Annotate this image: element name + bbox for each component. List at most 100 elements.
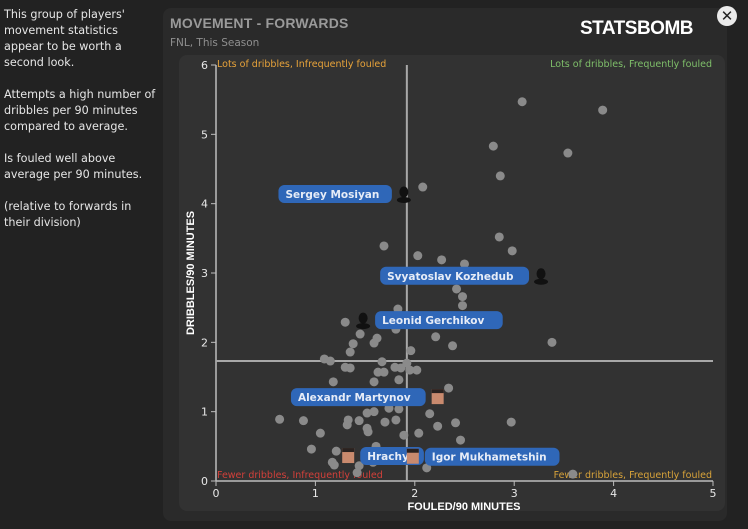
- player-name-label: Alexandr Martynov: [298, 392, 411, 404]
- chart-title: MOVEMENT - FORWARDS: [170, 15, 349, 31]
- data-point: [458, 301, 468, 311]
- player-silhouette-shoulders: [396, 196, 411, 203]
- player-photo-hair: [342, 448, 355, 453]
- player-marker: Alexandr Martynov: [290, 388, 444, 407]
- data-point: [315, 428, 325, 438]
- player-name-label: Svyatoslav Kozhedub: [387, 271, 514, 283]
- data-point: [369, 407, 379, 417]
- data-point: [451, 418, 461, 428]
- data-point: [444, 383, 454, 393]
- y-tick-label: 3: [201, 267, 208, 280]
- data-point: [328, 377, 338, 387]
- data-point: [456, 435, 466, 445]
- data-point: [458, 292, 468, 302]
- data-point: [394, 375, 404, 385]
- x-tick-label: 3: [511, 487, 518, 500]
- player-marker: Sergey Mosiyan: [278, 184, 411, 203]
- data-point: [448, 341, 458, 351]
- player-silhouette-icon: [358, 312, 368, 324]
- player-photo-hair: [406, 448, 419, 453]
- data-point: [422, 463, 432, 473]
- data-point: [363, 427, 373, 437]
- data-point: [418, 182, 428, 192]
- data-point: [437, 255, 447, 265]
- data-point: [399, 430, 409, 440]
- data-point: [390, 362, 400, 372]
- data-point: [413, 251, 423, 261]
- y-tick-label: 1: [201, 406, 208, 419]
- data-point: [598, 105, 608, 115]
- x-axis-label: FOULED/90 MINUTES: [407, 501, 520, 513]
- player-name-label: Sergey Mosiyan: [285, 189, 379, 201]
- data-point: [340, 362, 350, 372]
- player-name-label: Igor Mukhametshin: [432, 452, 547, 464]
- insight-paragraph: Is fouled well above average per 90 minu…: [4, 152, 143, 181]
- data-point: [362, 408, 372, 418]
- data-point: [340, 317, 350, 327]
- player-name-label: Hrachya: [367, 451, 416, 463]
- data-point: [369, 338, 379, 348]
- data-point: [275, 414, 285, 424]
- y-tick-label: 0: [201, 475, 208, 488]
- data-point: [412, 365, 422, 375]
- y-tick-label: 5: [201, 128, 208, 141]
- data-point: [547, 337, 557, 347]
- player-label-bg: [380, 266, 530, 285]
- player-label-bg: [290, 388, 426, 407]
- data-point: [329, 460, 339, 470]
- player-name-label: Leonid Gerchikov: [382, 315, 484, 327]
- data-point: [425, 409, 435, 419]
- insight-text: This group of players' movement statisti…: [4, 7, 160, 247]
- close-icon[interactable]: ✕: [717, 6, 737, 26]
- data-point: [348, 339, 358, 349]
- data-point: [331, 446, 341, 456]
- x-tick-label: 5: [710, 487, 717, 500]
- data-point: [507, 246, 517, 256]
- insight-paragraph: This group of players' movement statisti…: [4, 8, 125, 69]
- quadrant-label-top-right: Lots of dribbles, Frequently fouled: [550, 59, 712, 70]
- quadrant-label-bottom-right: Fewer dribbles, Frequently fouled: [554, 470, 712, 481]
- data-point: [433, 421, 443, 431]
- data-point: [506, 417, 516, 427]
- data-point: [488, 141, 498, 151]
- insight-paragraph: Attempts a high number of dribbles per 9…: [4, 88, 156, 133]
- x-tick-label: 2: [411, 487, 418, 500]
- data-point: [452, 284, 462, 294]
- data-point: [354, 416, 364, 426]
- quadrant-label-top-left: Lots of dribbles, Infrequently fouled: [217, 59, 386, 70]
- chart-subtitle: FNL, This Season: [170, 37, 260, 49]
- data-point: [414, 428, 424, 438]
- player-marker: Svyatoslav Kozhedub: [380, 266, 549, 285]
- player-marker: Leonid Gerchikov: [356, 311, 503, 330]
- data-point: [380, 417, 390, 427]
- data-point: [352, 468, 362, 478]
- y-tick-label: 6: [201, 59, 208, 72]
- data-point: [517, 97, 527, 107]
- data-point: [354, 461, 364, 471]
- data-point: [495, 171, 505, 181]
- player-photo-hair: [431, 389, 444, 394]
- player-silhouette-icon: [399, 186, 409, 198]
- quadrant-label-bottom-left: Fewer dribbles, Infrequently fouled: [217, 470, 383, 481]
- y-axis-label: DRIBBLES/90 MINUTES: [185, 211, 197, 335]
- x-tick-label: 0: [213, 487, 220, 500]
- data-point: [460, 259, 469, 269]
- data-point: [306, 444, 316, 454]
- player-label-bg: [375, 311, 503, 330]
- player-silhouette-icon: [536, 268, 546, 280]
- y-tick-label: 4: [201, 198, 208, 211]
- data-point: [568, 469, 578, 479]
- data-point: [355, 329, 365, 339]
- data-point: [379, 241, 389, 251]
- data-point: [405, 365, 415, 375]
- player-marker: Igor Mukhametshin: [406, 447, 560, 466]
- data-point: [373, 367, 383, 377]
- data-point: [369, 377, 379, 387]
- x-tick-label: 1: [312, 487, 319, 500]
- data-point: [342, 420, 352, 430]
- data-point: [402, 358, 412, 368]
- player-label-bg: [424, 447, 560, 466]
- player-silhouette-shoulders: [534, 278, 549, 285]
- player-label-bg: [278, 184, 392, 203]
